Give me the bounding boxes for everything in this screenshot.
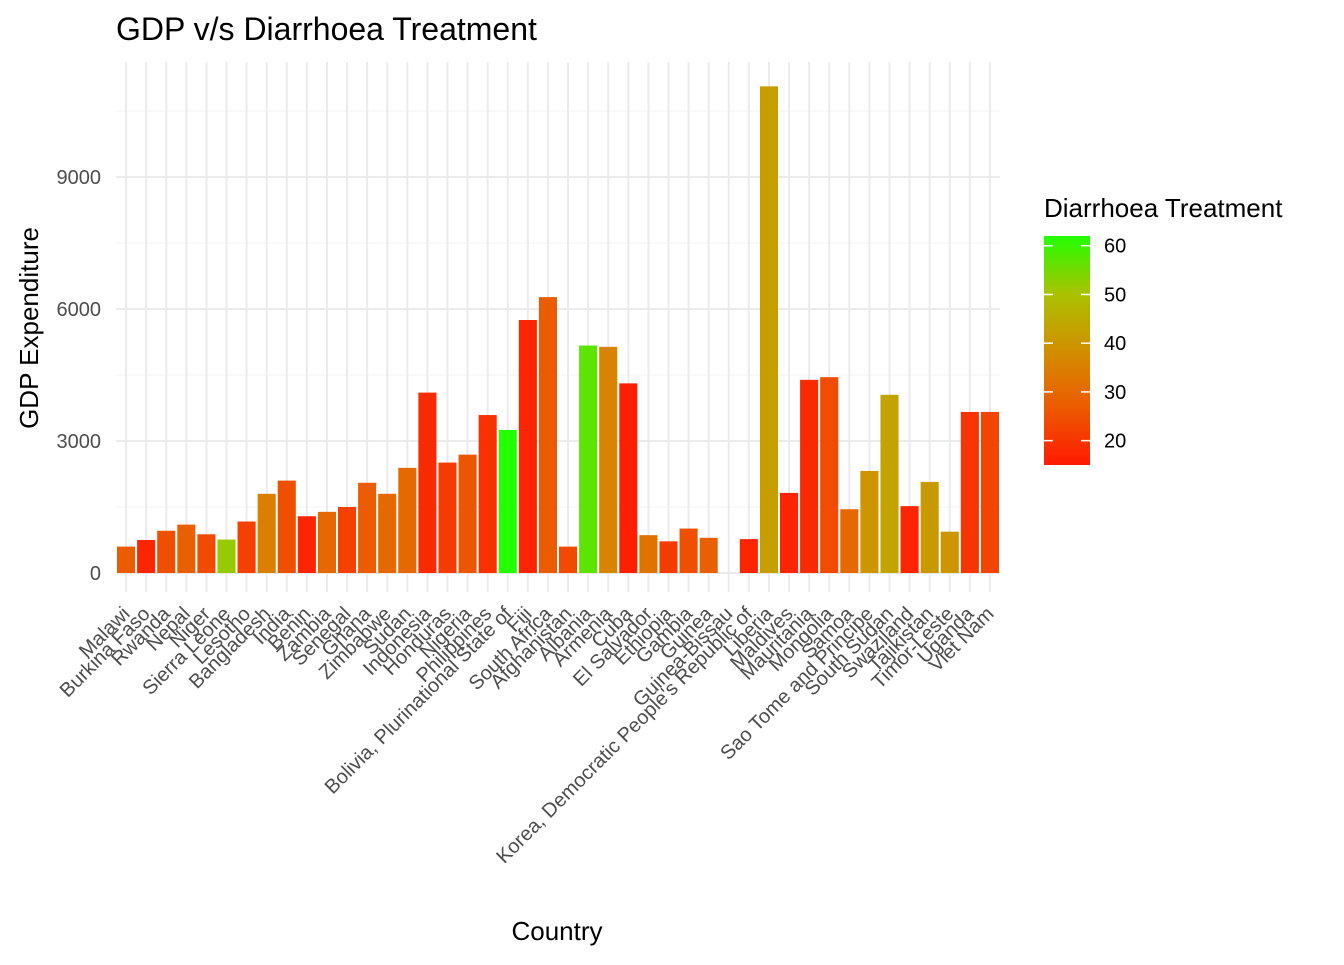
legend-tick-label: 40 — [1104, 333, 1126, 355]
bar — [297, 516, 316, 573]
bar — [679, 528, 698, 573]
bar — [317, 511, 336, 573]
bar — [438, 462, 457, 573]
bar — [458, 454, 477, 573]
bar — [739, 539, 758, 573]
bar — [418, 392, 437, 573]
bar — [498, 430, 517, 573]
bar — [880, 394, 899, 573]
bar — [820, 377, 839, 573]
legend-tick-label: 30 — [1104, 382, 1126, 404]
bar — [659, 541, 678, 573]
bar — [378, 493, 397, 573]
legend-title: Diarrhoea Treatment — [1044, 193, 1283, 223]
bar — [237, 521, 256, 573]
bar — [157, 530, 176, 573]
bar — [257, 493, 276, 573]
bar — [177, 524, 196, 573]
legend: Diarrhoea Treatment 20 30 40 50 60 — [1044, 193, 1283, 465]
bar — [538, 297, 557, 573]
bar — [599, 346, 618, 573]
bar — [398, 467, 417, 573]
bar — [960, 411, 979, 573]
bar — [579, 345, 598, 573]
bar — [900, 506, 919, 573]
bar — [338, 507, 357, 573]
y-tick-label: 0 — [90, 563, 101, 585]
bar — [940, 531, 959, 573]
y-tick-label: 9000 — [57, 167, 102, 189]
bar — [518, 320, 537, 573]
bar — [137, 540, 156, 573]
bar — [920, 481, 939, 573]
bar — [117, 546, 136, 573]
bar — [277, 480, 296, 573]
y-axis-title: GDP Expenditure — [14, 227, 44, 429]
bar — [217, 539, 236, 573]
bar — [699, 537, 718, 573]
bar — [478, 415, 497, 573]
y-tick-label: 6000 — [57, 299, 102, 321]
legend-colorbar — [1044, 236, 1090, 465]
y-tick-label: 3000 — [57, 431, 102, 453]
legend-tick-label: 60 — [1104, 236, 1126, 258]
legend-tick-label: 50 — [1104, 284, 1126, 306]
bar — [559, 546, 578, 573]
legend-tick-label: 20 — [1104, 431, 1126, 453]
bar — [639, 535, 658, 573]
bar — [619, 383, 638, 573]
bar — [840, 509, 859, 573]
bar — [860, 470, 879, 573]
legend-ticks: 20 30 40 50 60 — [1044, 236, 1126, 453]
bar — [800, 379, 819, 573]
bars — [117, 86, 999, 574]
y-axis-ticks: 0 3000 6000 9000 — [57, 167, 102, 585]
x-axis-title: Country — [511, 916, 602, 946]
bar — [197, 534, 216, 573]
bar — [980, 411, 999, 573]
bar — [780, 492, 799, 573]
chart-title: GDP v/s Diarrhoea Treatment — [116, 11, 537, 47]
bar — [358, 482, 377, 573]
bar — [759, 86, 778, 574]
